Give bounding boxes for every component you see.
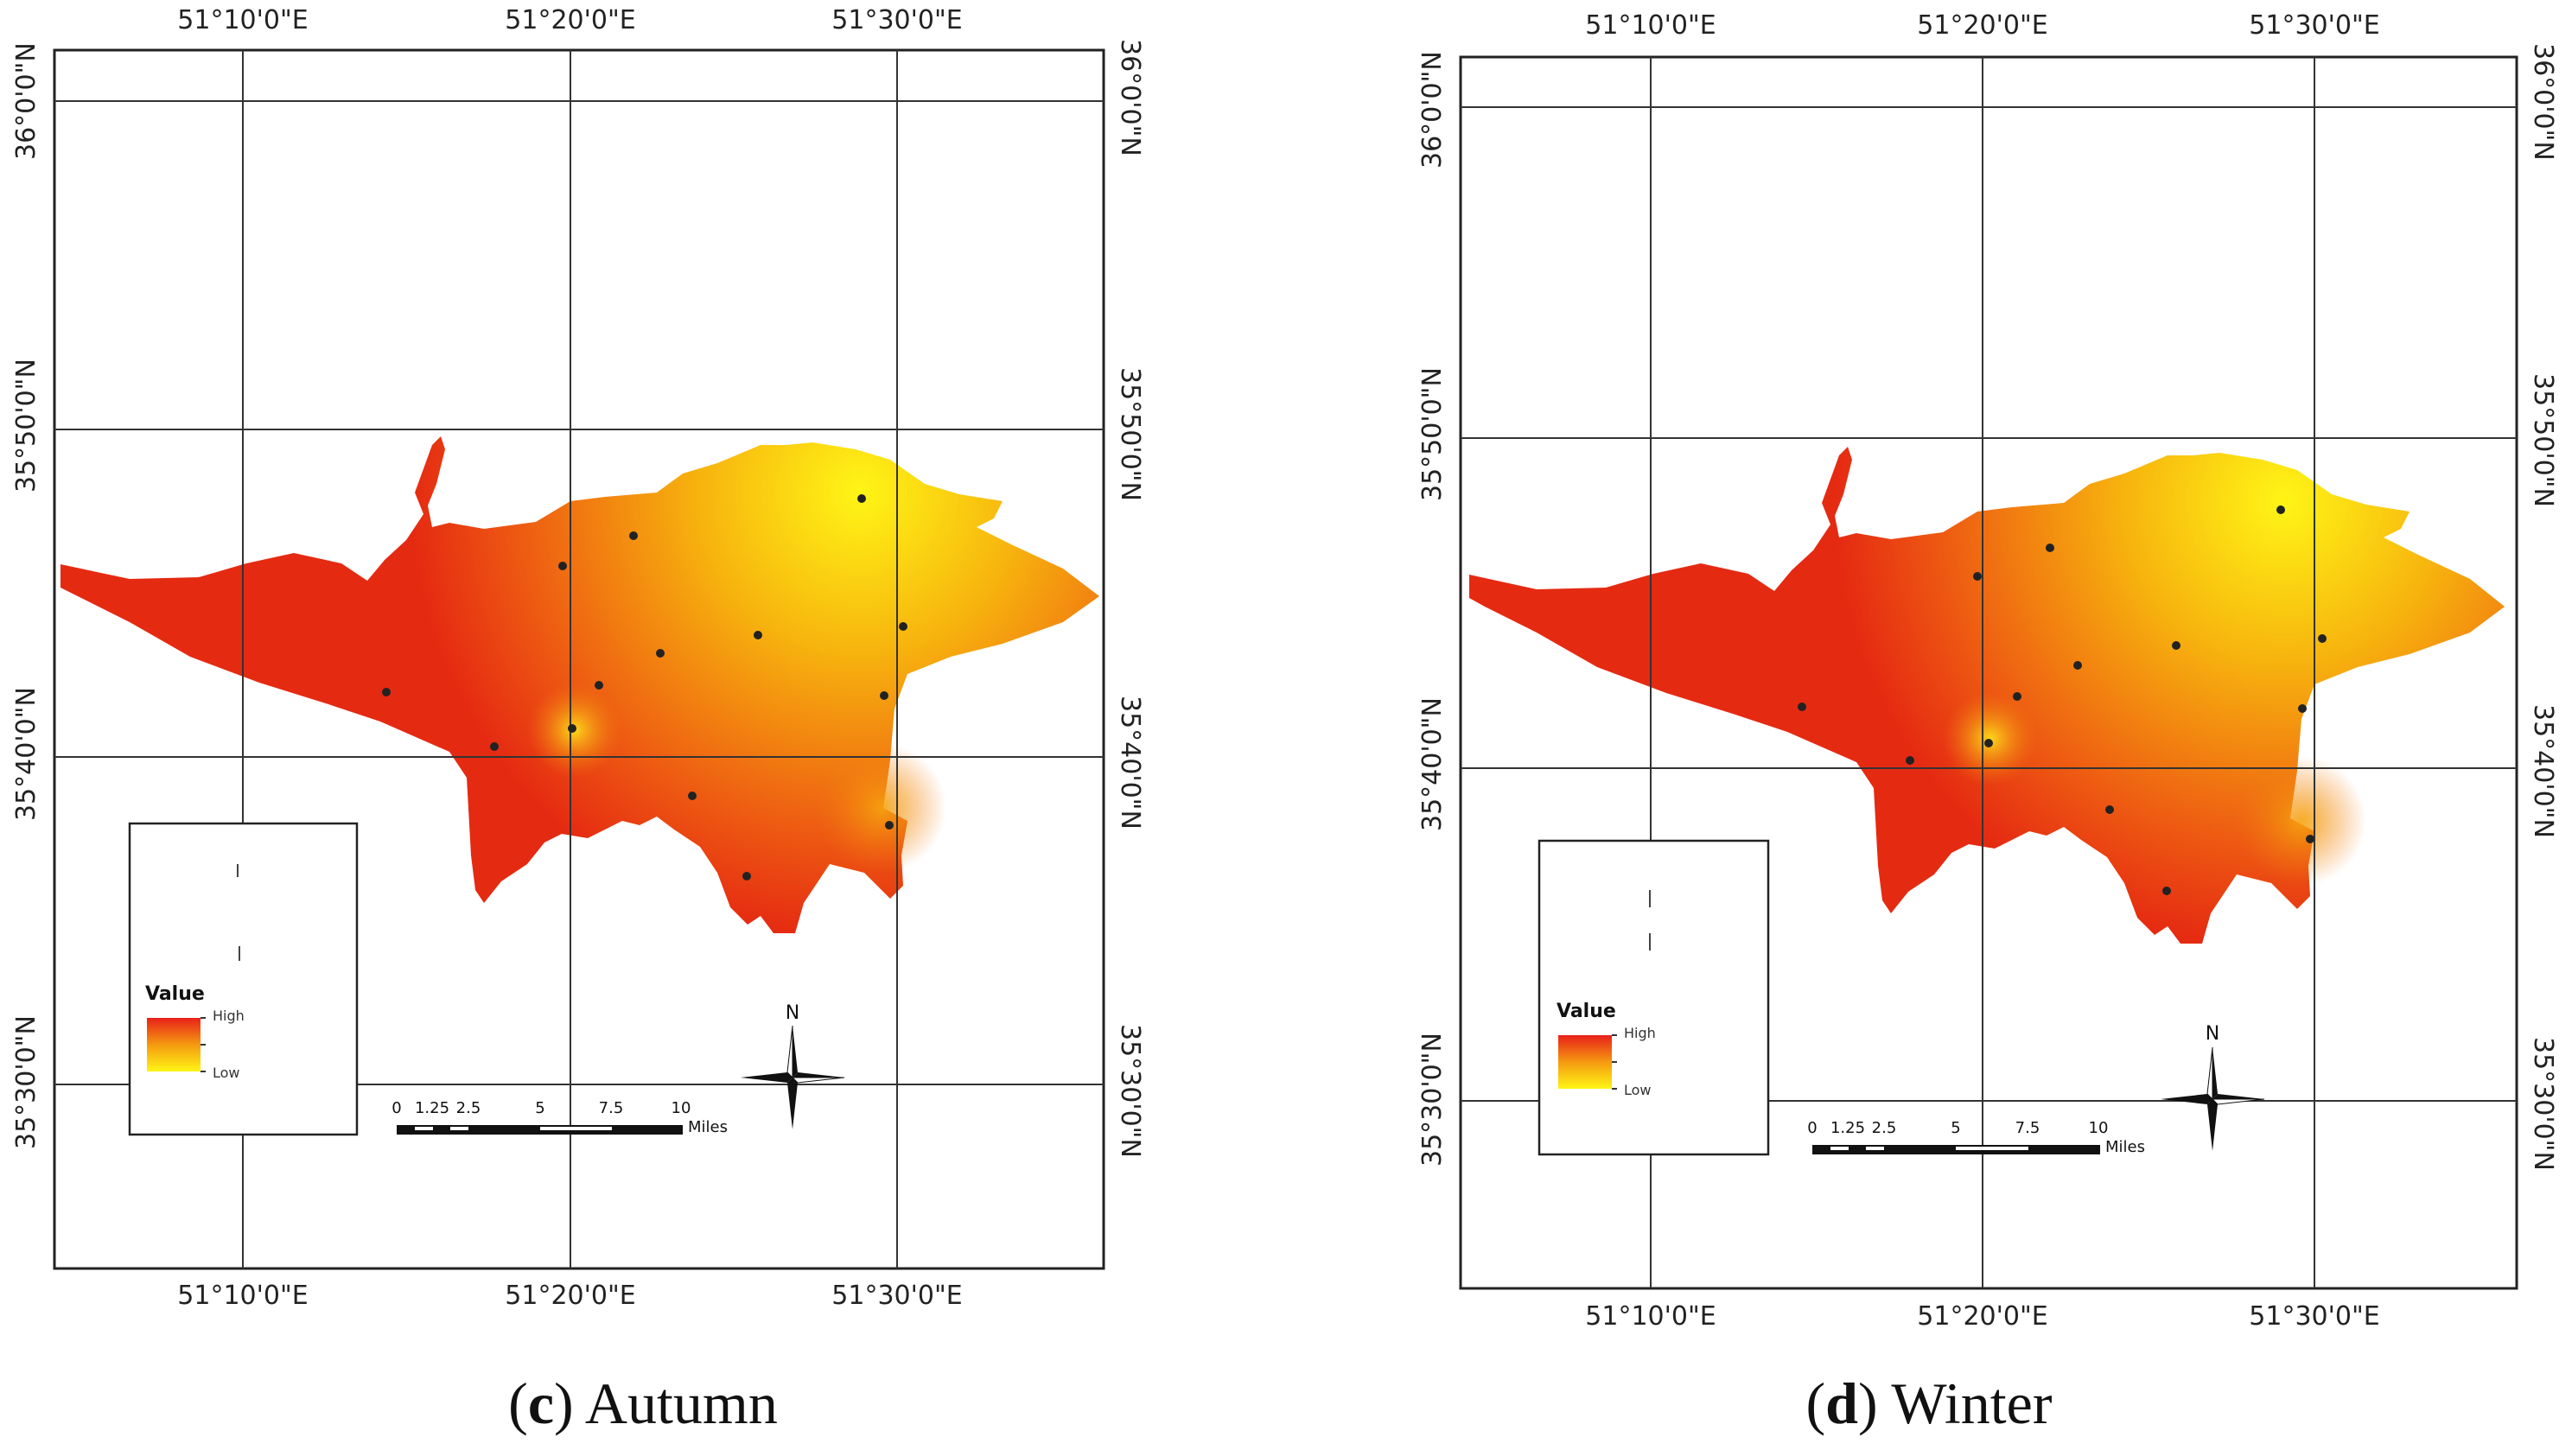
- scale-tick: 7.5: [598, 1099, 624, 1117]
- station-point: [2306, 835, 2314, 843]
- lat-label-left: 35°30'0"N: [1417, 1033, 1448, 1167]
- station-point: [629, 531, 638, 540]
- scale-tick: 5: [535, 1099, 545, 1117]
- lat-label-left: 36°0'0"N: [1417, 51, 1448, 168]
- scale-tick: 0: [392, 1099, 402, 1117]
- station-points: [382, 494, 907, 881]
- station-point: [2298, 704, 2307, 713]
- station-point: [2276, 505, 2285, 514]
- lon-label-bottom: 51°20'0"E: [1917, 1301, 2048, 1332]
- north-arrow: [2161, 1046, 2265, 1151]
- station-point: [1798, 703, 1806, 711]
- station-point: [754, 631, 762, 639]
- scale-tick: 10: [2088, 1119, 2109, 1137]
- station-point: [558, 562, 567, 570]
- legend-ramp: [147, 1018, 201, 1071]
- station-point: [1984, 739, 1993, 747]
- panel-caption: (c) Autumn: [508, 1370, 778, 1436]
- station-point: [595, 681, 603, 690]
- legend-high-label: High: [213, 1008, 245, 1024]
- lat-label-right: 36°0'0"N: [2528, 43, 2558, 161]
- legend-title: Value: [1557, 1001, 1616, 1022]
- station-point: [688, 792, 697, 800]
- lon-label-bottom: 51°20'0"E: [505, 1281, 636, 1311]
- caption-text: Autumn: [584, 1370, 778, 1436]
- legend-box: [1537, 839, 1770, 1156]
- station-point: [2105, 805, 2114, 814]
- station-point: [490, 742, 499, 751]
- lat-label-right: 35°50'0"N: [2528, 373, 2558, 507]
- lat-label-right: 36°0'0"N: [1115, 39, 1145, 156]
- scale-tick: 7.5: [2015, 1119, 2040, 1137]
- scale-tick: 2.5: [455, 1099, 481, 1117]
- lat-label-left: 36°0'0"N: [11, 42, 41, 160]
- lon-label-top: 51°10'0"E: [1585, 10, 1716, 41]
- scale-unit: Miles: [688, 1118, 728, 1136]
- station-point: [2046, 544, 2054, 552]
- station-point: [1906, 756, 1914, 765]
- lon-label-top: 51°30'0"E: [2249, 10, 2380, 41]
- lon-label-bottom: 51°10'0"E: [1585, 1301, 1716, 1332]
- lat-label-left: 35°40'0"N: [1417, 697, 1448, 831]
- scale-tick: 10: [671, 1099, 691, 1117]
- station-point: [857, 494, 866, 503]
- lon-label-top: 51°20'0"E: [1917, 10, 2048, 41]
- lat-label-left: 35°40'0"N: [11, 687, 41, 821]
- lat-label-left: 35°30'0"N: [11, 1015, 41, 1149]
- scale-tick: 2.5: [1871, 1119, 1897, 1137]
- station-point: [2318, 634, 2327, 643]
- legend-high-label: High: [1624, 1025, 1656, 1041]
- caption-text: Winter: [1891, 1370, 2053, 1436]
- legend-low-label: Low: [1624, 1082, 1652, 1098]
- scale-tick: 1.25: [1830, 1119, 1866, 1137]
- station-point: [2013, 692, 2021, 701]
- legend-low-label: Low: [213, 1065, 240, 1081]
- caption-letter: c: [527, 1370, 555, 1436]
- lon-label-bottom: 51°30'0"E: [2249, 1301, 2380, 1332]
- scale-bar: [1812, 1145, 2100, 1154]
- station-point: [2162, 887, 2171, 895]
- map-panel-autumn: 51°10'0"E 51°20'0"E 51°30'0"E 51°10'0"E …: [11, 5, 1145, 1436]
- legend-ramp: [1558, 1035, 1612, 1089]
- lat-label-right: 35°30'0"N: [2528, 1037, 2558, 1171]
- scale-tick: 0: [1807, 1119, 1818, 1137]
- map-panel-winter: 51°10'0"E 51°20'0"E 51°30'0"E 51°10'0"E …: [1286, 0, 2572, 1456]
- station-point: [885, 821, 894, 830]
- station-point: [382, 688, 391, 696]
- lon-label-bottom: 51°30'0"E: [831, 1281, 963, 1311]
- lat-label-left: 35°50'0"N: [11, 359, 41, 493]
- lon-label-top: 51°20'0"E: [505, 5, 636, 35]
- scale-unit: Miles: [2105, 1138, 2145, 1156]
- panel-caption: (d) Winter: [1805, 1370, 2053, 1436]
- lat-label-right: 35°40'0"N: [2528, 704, 2558, 838]
- station-point: [568, 724, 576, 733]
- scale-tick: 1.25: [414, 1099, 450, 1117]
- station-point: [742, 872, 751, 881]
- lat-label-right: 35°30'0"N: [1115, 1024, 1145, 1158]
- map-canvas-winter: [1459, 55, 2518, 1290]
- north-label: N: [785, 1002, 800, 1024]
- lon-label-bottom: 51°10'0"E: [177, 1281, 309, 1311]
- station-point: [2073, 661, 2082, 670]
- station-points: [1798, 505, 2327, 895]
- north-arrow: [741, 1025, 845, 1129]
- station-point: [656, 649, 665, 658]
- lat-label-right: 35°50'0"N: [1115, 367, 1145, 501]
- lon-label-top: 51°30'0"E: [831, 5, 963, 35]
- scale-tick: 5: [1951, 1119, 1961, 1137]
- station-point: [899, 622, 907, 631]
- caption-letter: d: [1825, 1370, 1858, 1436]
- north-label: N: [2205, 1023, 2220, 1045]
- lat-label-right: 35°40'0"N: [1115, 696, 1145, 830]
- legend-title: Value: [145, 983, 205, 1005]
- station-point: [1973, 572, 1982, 581]
- lon-label-top: 51°10'0"E: [177, 5, 309, 35]
- legend-box: [128, 822, 359, 1136]
- map-canvas-autumn: [53, 48, 1105, 1270]
- scale-bar: [397, 1125, 683, 1135]
- station-point: [880, 691, 888, 700]
- lat-label-left: 35°50'0"N: [1417, 367, 1448, 501]
- station-point: [2172, 641, 2180, 650]
